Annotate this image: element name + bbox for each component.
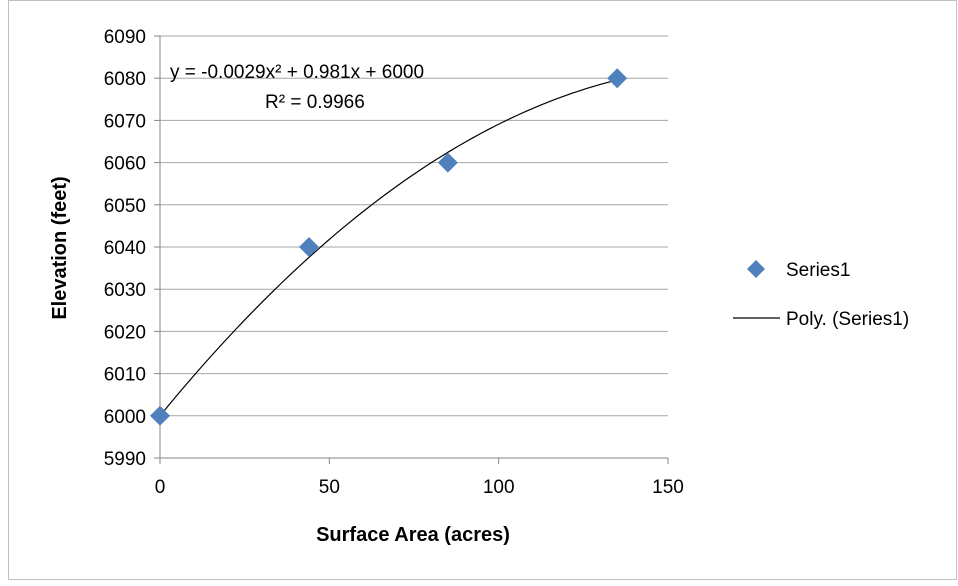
legend-diamond-icon (747, 260, 765, 278)
x-tick-label: 150 (652, 477, 684, 498)
gridlines (160, 35, 668, 417)
x-tick-label: 50 (319, 477, 340, 498)
y-axis-title: Elevation (feet) (49, 176, 71, 319)
y-tick-label: 6020 (104, 322, 146, 343)
x-tick-label: 0 (155, 477, 166, 498)
data-point (437, 152, 458, 173)
equation-label: y = -0.0029x² + 0.981x + 6000 (170, 62, 424, 83)
y-tick-label: 6030 (104, 280, 146, 301)
trendline-curve (159, 79, 618, 417)
y-tick-label: 6060 (104, 154, 146, 175)
y-tick-label: 6070 (104, 111, 146, 132)
tick-labels: 5990 6000 6010 6020 6030 6040 6050 6060 6070 6080… (104, 27, 684, 498)
y-tick-label: 6000 (104, 407, 146, 428)
data-point (150, 405, 170, 426)
chart-border (8, 0, 957, 580)
y-tick-label: 6080 (104, 69, 146, 90)
y-tick-label: 6090 (104, 27, 146, 48)
y-tick-label: 6040 (104, 238, 146, 259)
y-tick-label: 6050 (104, 196, 146, 217)
axes (154, 35, 669, 464)
y-tick-label: 6010 (104, 365, 146, 386)
data-point (299, 237, 320, 257)
r-squared-label: R² = 0.9966 (265, 92, 365, 113)
legend-label-series1: Series1 (786, 260, 850, 281)
y-tick-label: 5990 (104, 449, 146, 470)
data-point (607, 68, 628, 89)
trendline-layer (159, 79, 618, 417)
legend: Series1 Poly. (Series1) (733, 260, 909, 330)
x-axis-title: Surface Area (acres) (316, 524, 510, 546)
data-points (150, 68, 628, 426)
x-tick-label: 100 (483, 477, 515, 498)
legend-label-trendline: Poly. (Series1) (786, 309, 909, 330)
